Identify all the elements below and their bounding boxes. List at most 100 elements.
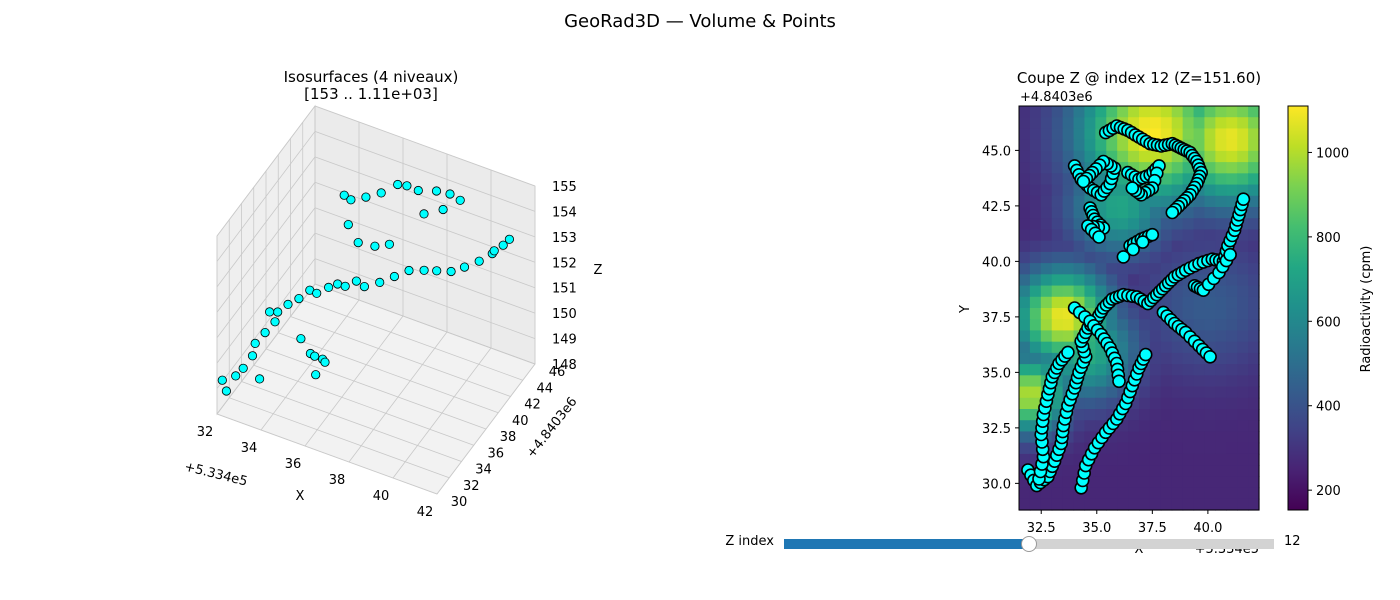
heatmap-cell	[1248, 263, 1260, 275]
heatmap-cell	[1193, 420, 1206, 433]
heatmap-cell	[1051, 218, 1064, 231]
heatmap-cell	[1193, 240, 1206, 253]
heatmap-cell	[1051, 251, 1064, 264]
heatmap-cell	[1029, 341, 1042, 354]
heatmap-cell	[1019, 442, 1031, 455]
heatmap-cell	[1226, 498, 1238, 511]
point-3d	[393, 179, 403, 190]
heatmap-cell	[1237, 375, 1249, 388]
heatmap-cell	[1073, 117, 1086, 130]
heatmap-cell	[1128, 330, 1140, 343]
heatmap-x-tick-label: 35.0	[1082, 521, 1111, 536]
heatmap-cell	[1160, 150, 1173, 163]
heatmap-cell	[1106, 139, 1118, 152]
heatmap-cell	[1248, 330, 1260, 343]
heatmap-cell	[1139, 308, 1151, 320]
heatmap-cell	[1128, 319, 1140, 332]
heatmap-cell	[1019, 106, 1031, 118]
heatmap-cell	[1062, 173, 1075, 186]
z-gridline	[216, 182, 316, 313]
z-index-slider-label: Z index	[725, 534, 774, 549]
y-gridline	[253, 364, 474, 446]
z-gridline	[216, 258, 316, 389]
heatmap-cell	[1128, 409, 1140, 421]
heatmap-cell	[1226, 487, 1238, 500]
heatmap-cell	[1051, 409, 1064, 421]
heatmap-cell	[1248, 397, 1260, 410]
isosurface-3d-panel: Isosurfaces (4 niveaux) [153 .. 1.11e+03…	[183, 68, 603, 520]
heatmap-y-tick-label: 42.5	[982, 200, 1011, 215]
iso-title-line2: [153 .. 1.11e+03]	[304, 85, 438, 103]
point-3d	[438, 204, 448, 215]
heatmap-cell	[1117, 173, 1129, 186]
colorbar-ticks: 200 400 600 800 1000	[1308, 146, 1349, 499]
y-gridline	[290, 316, 511, 397]
heatmap-cell	[1237, 397, 1249, 410]
heatmap-cell	[1106, 106, 1118, 118]
heatmap-cell	[1237, 251, 1249, 264]
heatmap-cell	[1019, 207, 1031, 219]
z-index-slider-track[interactable]	[784, 536, 1274, 552]
heatmap-cell	[1171, 330, 1184, 343]
heatmap-cell	[1215, 150, 1227, 163]
heatmap-cell	[1040, 207, 1053, 219]
heatmap-cell	[1149, 364, 1162, 376]
heatmap-cell	[1193, 476, 1206, 489]
heatmap-cell	[1149, 218, 1162, 231]
heatmap-cell	[1084, 274, 1096, 287]
heatmap-cell	[1182, 487, 1195, 500]
heatmap-cell	[1149, 319, 1162, 332]
heatmap-cell	[1128, 229, 1140, 242]
heatmap-cell	[1171, 476, 1184, 489]
heatmap-cell	[1139, 453, 1151, 466]
z-tick-label: 151	[552, 282, 577, 297]
z-gridline	[216, 232, 316, 364]
heatmap-cell	[1062, 195, 1075, 208]
heatmap-cell	[1237, 308, 1249, 320]
slice-point	[1061, 345, 1075, 360]
heatmap-cell	[1248, 476, 1260, 489]
heatmap-cell	[1237, 263, 1249, 275]
heatmap-cell	[1248, 139, 1260, 152]
heatmap-cell	[1029, 386, 1042, 399]
heatmap-y-tick-label: 45.0	[982, 144, 1011, 159]
heatmap-cell	[1029, 195, 1042, 208]
z-index-slider-handle[interactable]	[1021, 536, 1037, 552]
heatmap-cell	[1226, 442, 1238, 455]
heatmap-cell	[1128, 139, 1140, 152]
heatmap-cell	[1226, 375, 1238, 388]
z-tick-label: 150	[552, 307, 577, 322]
heatmap-cell	[1226, 319, 1238, 332]
heatmap-cell	[1160, 319, 1173, 332]
point-3d	[504, 234, 514, 244]
heatmap-y-tick-label: 37.5	[982, 311, 1011, 326]
heatmap-cell	[1095, 465, 1107, 477]
heatmap-cell	[1160, 162, 1173, 174]
heatmap-cell	[1139, 375, 1151, 388]
z-gridline	[216, 283, 316, 415]
heatmap-cell	[1215, 117, 1227, 130]
heatmap-cell	[1062, 453, 1075, 466]
heatmap-cell	[1019, 218, 1031, 231]
point-3d	[247, 351, 258, 361]
heatmap-cell	[1040, 150, 1053, 163]
heatmap-cell	[1182, 274, 1195, 287]
heatmap-cell	[1215, 330, 1227, 343]
heatmap-cell	[1029, 397, 1042, 410]
heatmap-cell	[1215, 162, 1227, 174]
heatmap-cell	[1117, 498, 1129, 511]
heatmap-cell	[1117, 386, 1129, 399]
heatmap-cell	[1182, 431, 1195, 444]
heatmap-cell	[1040, 341, 1053, 354]
heatmap-cell	[1204, 195, 1216, 208]
heatmap-cell	[1204, 465, 1216, 477]
heatmap-cell	[1226, 173, 1238, 186]
heatmap-cell	[1193, 397, 1206, 410]
heatmap-cell	[1248, 218, 1260, 231]
heatmap-cell	[1106, 319, 1118, 332]
heatmap-cell	[1171, 397, 1184, 410]
slice-point	[1116, 250, 1131, 264]
heatmap-cell	[1248, 498, 1260, 511]
heatmap-cell	[1073, 397, 1086, 410]
heatmap-cell	[1149, 150, 1162, 163]
